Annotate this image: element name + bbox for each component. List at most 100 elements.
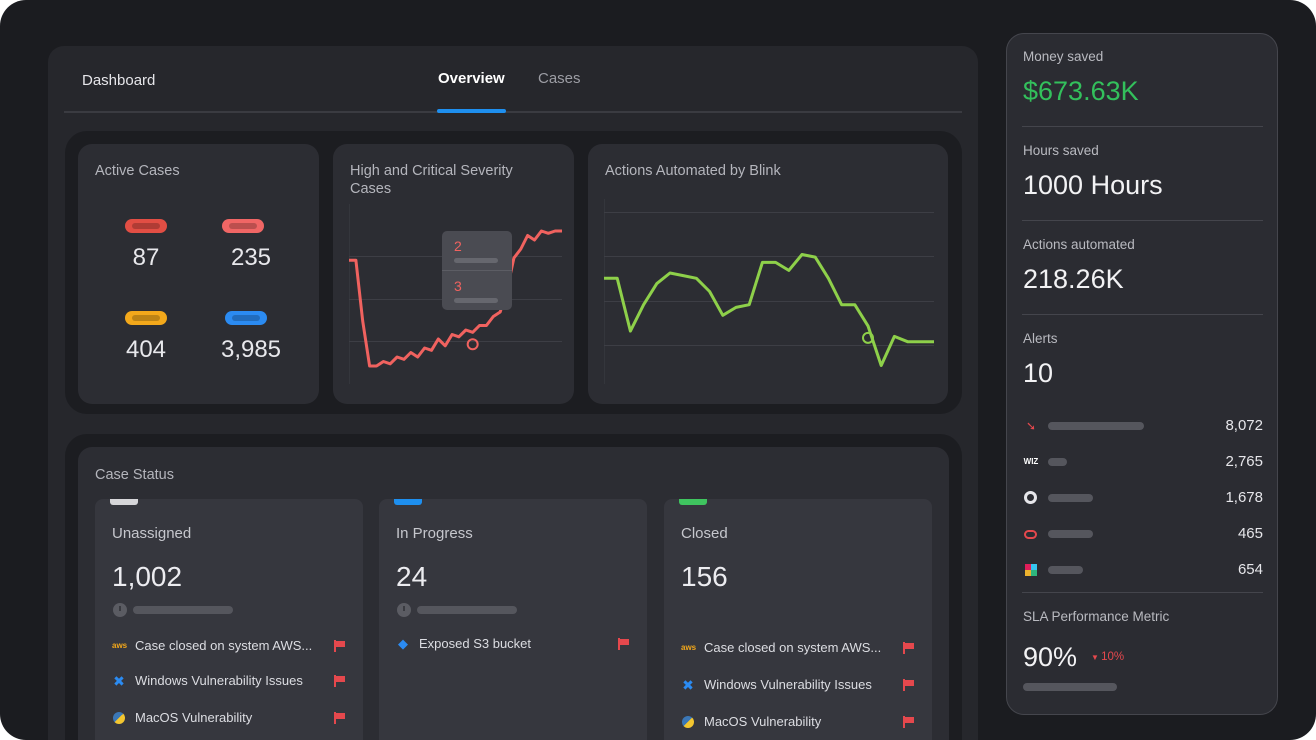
python-icon [112,711,126,725]
clock-icon [113,603,127,617]
chart-tooltip: 2 3 [442,231,512,310]
case-status-title: Case Status [95,467,174,483]
flag-icon[interactable] [903,716,914,728]
money-saved-label: Money saved [1023,49,1104,64]
status-column-unassigned[interactable]: Unassigned 1,002 aws Case closed on syst… [95,499,363,740]
case-item[interactable]: aws Case closed on system AWS... [681,639,917,657]
alert-volume-bar [1048,494,1093,502]
flag-icon[interactable] [334,712,345,724]
alert-volume-bar [1048,566,1083,574]
breadcrumb-dashboard[interactable]: Dashboard [82,72,156,89]
active-case-count: 3,985 [220,336,282,363]
tab-overview[interactable]: Overview [438,70,505,87]
status-accent [679,499,707,505]
money-saved-value: $673.63K [1023,76,1139,106]
alert-volume-bar [1048,422,1144,430]
wiz-icon: WIZ [1023,457,1039,466]
flag-icon[interactable] [334,640,345,652]
status-accent [394,499,422,505]
sla-label: SLA Performance Metric [1023,609,1170,624]
tab-cases[interactable]: Cases [538,70,581,87]
status-count: 24 [396,561,428,592]
case-item[interactable]: aws Case closed on system AWS... [112,637,348,655]
clock-icon [397,603,411,617]
top-nav: Dashboard Overview Cases [64,46,962,113]
alert-volume-bar [1048,530,1093,538]
active-case-count: 404 [125,336,167,363]
case-item[interactable]: MacOS Vulnerability [681,713,917,731]
actions-automated-value: 218.26K [1023,264,1124,294]
slack-icon [1023,562,1039,578]
sla-value: 90% [1023,642,1078,672]
status-accent [110,499,138,505]
windows-icon: ✖ [113,673,125,689]
alert-source-row[interactable]: ➘ 8,072 [1023,417,1263,435]
flag-icon[interactable] [618,638,629,650]
severity-chart-title: High and Critical Severity Cases [350,163,513,197]
active-cases-card: Active Cases 87 235 404 3,985 [78,144,319,404]
skeleton-bar [1023,683,1117,691]
status-column-closed[interactable]: Closed 156 aws Case closed on system AWS… [664,499,932,740]
tooltip-skeleton-line [454,258,498,263]
alert-source-row[interactable]: WIZ 2,765 [1023,453,1263,470]
aws-icon: aws [681,643,697,652]
crowdstrike-icon: ➘ [1025,419,1037,433]
case-item[interactable]: ✖ Windows Vulnerability Issues [681,676,917,694]
status-label: Unassigned [112,525,192,542]
active-cases-title: Active Cases [95,163,180,179]
case-pill-blue [225,311,267,325]
severity-line-chart[interactable] [349,204,562,394]
alert-source-row[interactable]: 1,678 [1023,489,1263,507]
alert-volume-bar [1048,458,1067,466]
sla-change: ▼ 10% [1091,651,1125,663]
chart-series-line [604,253,934,367]
case-item[interactable]: ◆ Exposed S3 bucket [396,635,632,653]
divider [1022,126,1263,127]
skeleton-bar [417,606,517,614]
actions-automated-label: Actions automated [1023,237,1135,252]
tooltip-skeleton-line [454,298,498,303]
main-panel: Dashboard Overview Cases Active Cases 87… [48,46,978,740]
case-item[interactable]: ✖ Windows Vulnerability Issues [112,672,348,690]
trend-down-icon: ▼ [1091,653,1102,662]
automation-chart-card: Actions Automated by Blink [588,144,948,404]
automation-line-chart[interactable] [604,199,934,394]
flag-icon[interactable] [903,679,914,691]
status-column-in-progress[interactable]: In Progress 24 ◆ Exposed S3 bucket [379,499,647,740]
automation-chart-title: Actions Automated by Blink [605,163,781,179]
case-pill-red [125,219,167,233]
chart-series-line [349,229,562,368]
summary-cards-group: Active Cases 87 235 404 3,985 High and C… [65,131,962,414]
windows-icon: ✖ [682,677,694,693]
case-pill-pink [222,219,264,233]
case-status-group: Case Status Unassigned 1,002 aws Case cl… [65,434,962,740]
chart-highlight-point[interactable] [862,331,874,344]
tooltip-value: 2 [454,238,462,254]
hours-saved-value: 1000 Hours [1023,170,1163,200]
github-icon [1023,490,1039,506]
severity-chart-card: High and Critical Severity Cases 2 3 [333,144,574,404]
metrics-sidebar: Money saved $673.63K Hours saved 1000 Ho… [1006,33,1278,715]
aws-icon: aws [112,641,128,650]
s3-bucket-icon: ◆ [398,636,408,651]
divider [1022,592,1263,593]
active-tab-indicator [437,109,506,113]
oracle-icon [1023,526,1039,542]
status-label: In Progress [396,525,473,542]
status-count: 1,002 [112,561,183,592]
chart-highlight-point[interactable] [466,338,479,351]
flag-icon[interactable] [334,675,345,687]
case-item[interactable]: MacOS Vulnerability [112,709,348,727]
tooltip-divider [442,270,512,271]
alert-source-row[interactable]: 654 [1023,561,1263,579]
status-label: Closed [681,525,728,542]
alerts-value: 10 [1023,358,1054,388]
status-count: 156 [681,561,728,592]
skeleton-bar [133,606,233,614]
divider [1022,314,1263,315]
flag-icon[interactable] [903,642,914,654]
active-case-count: 235 [230,244,272,271]
alert-source-row[interactable]: 465 [1023,525,1263,543]
case-status-card: Case Status Unassigned 1,002 aws Case cl… [78,447,949,740]
